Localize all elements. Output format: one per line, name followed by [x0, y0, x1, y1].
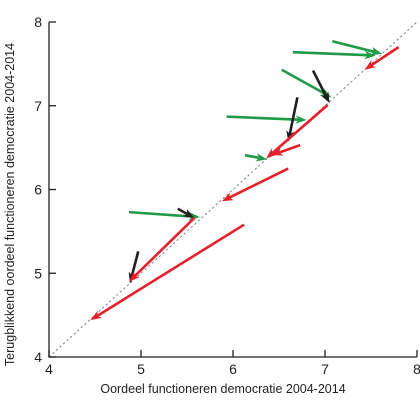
x-axis-ticks: 4 5 6 7 8	[45, 350, 420, 377]
y-tick-label: 8	[34, 14, 42, 30]
x-tick-label: 8	[413, 361, 420, 377]
arrow-shaft	[96, 223, 245, 318]
arrow-head	[221, 192, 234, 202]
red-arrow	[271, 143, 301, 156]
arrow-head	[370, 47, 383, 56]
y-tick-label: 5	[34, 265, 42, 281]
y-tick-label: 6	[34, 182, 42, 198]
arrow-shaft	[128, 210, 193, 218]
y-tick-label: 7	[34, 98, 42, 114]
arrow-shaft	[133, 217, 196, 278]
arrow-shaft	[278, 143, 301, 154]
arrow-shaft	[271, 103, 329, 155]
arrow-head	[364, 50, 376, 60]
x-axis-label: Oordeel functioneren democratie 2004-201…	[100, 382, 345, 396]
red-arrow	[90, 223, 245, 321]
arrows-layer	[90, 40, 400, 321]
green-arrow	[128, 210, 200, 221]
arrow-head	[90, 310, 102, 321]
x-tick-label: 4	[45, 361, 53, 377]
green-arrow	[226, 115, 307, 124]
y-axis-label: Terugblikkend oordeel functioneren democ…	[3, 43, 17, 366]
green-arrow	[332, 40, 383, 56]
arrow-shaft	[244, 153, 260, 160]
green-arrow	[244, 153, 268, 162]
arrow-shaft	[228, 167, 289, 199]
arrow-shaft	[177, 207, 189, 216]
arrow-head	[129, 270, 140, 282]
arrow-shaft	[281, 68, 326, 95]
red-arrow	[129, 217, 196, 282]
arrow-head	[255, 153, 268, 162]
red-arrow	[221, 167, 289, 202]
black-arrow	[311, 69, 330, 104]
red-arrow	[364, 46, 400, 70]
arrow-shaft	[130, 251, 140, 277]
arrow-head	[188, 212, 200, 221]
y-tick-label: 4	[34, 349, 42, 365]
x-tick-label: 7	[321, 361, 329, 377]
arrow-head	[295, 115, 307, 124]
x-tick-label: 6	[229, 361, 237, 377]
x-tick-label: 5	[137, 361, 145, 377]
diagonal-reference-line	[48, 21, 418, 358]
arrow-head	[182, 208, 195, 218]
y-axis-ticks: 4 5 6 7 8	[34, 14, 56, 365]
arrow-head	[271, 147, 284, 156]
arrow-shaft	[370, 46, 400, 67]
arrow-head	[266, 148, 278, 159]
arrow-shaft	[311, 69, 328, 97]
arrow-shaft	[292, 50, 368, 57]
arrow-head	[364, 60, 377, 70]
red-arrow	[266, 103, 329, 159]
arrow-shaft	[288, 97, 299, 135]
black-arrow	[177, 207, 195, 218]
green-arrow	[292, 50, 376, 60]
arrow-head	[320, 91, 330, 104]
arrow-shaft	[226, 115, 299, 121]
arrow-shaft	[332, 40, 375, 54]
